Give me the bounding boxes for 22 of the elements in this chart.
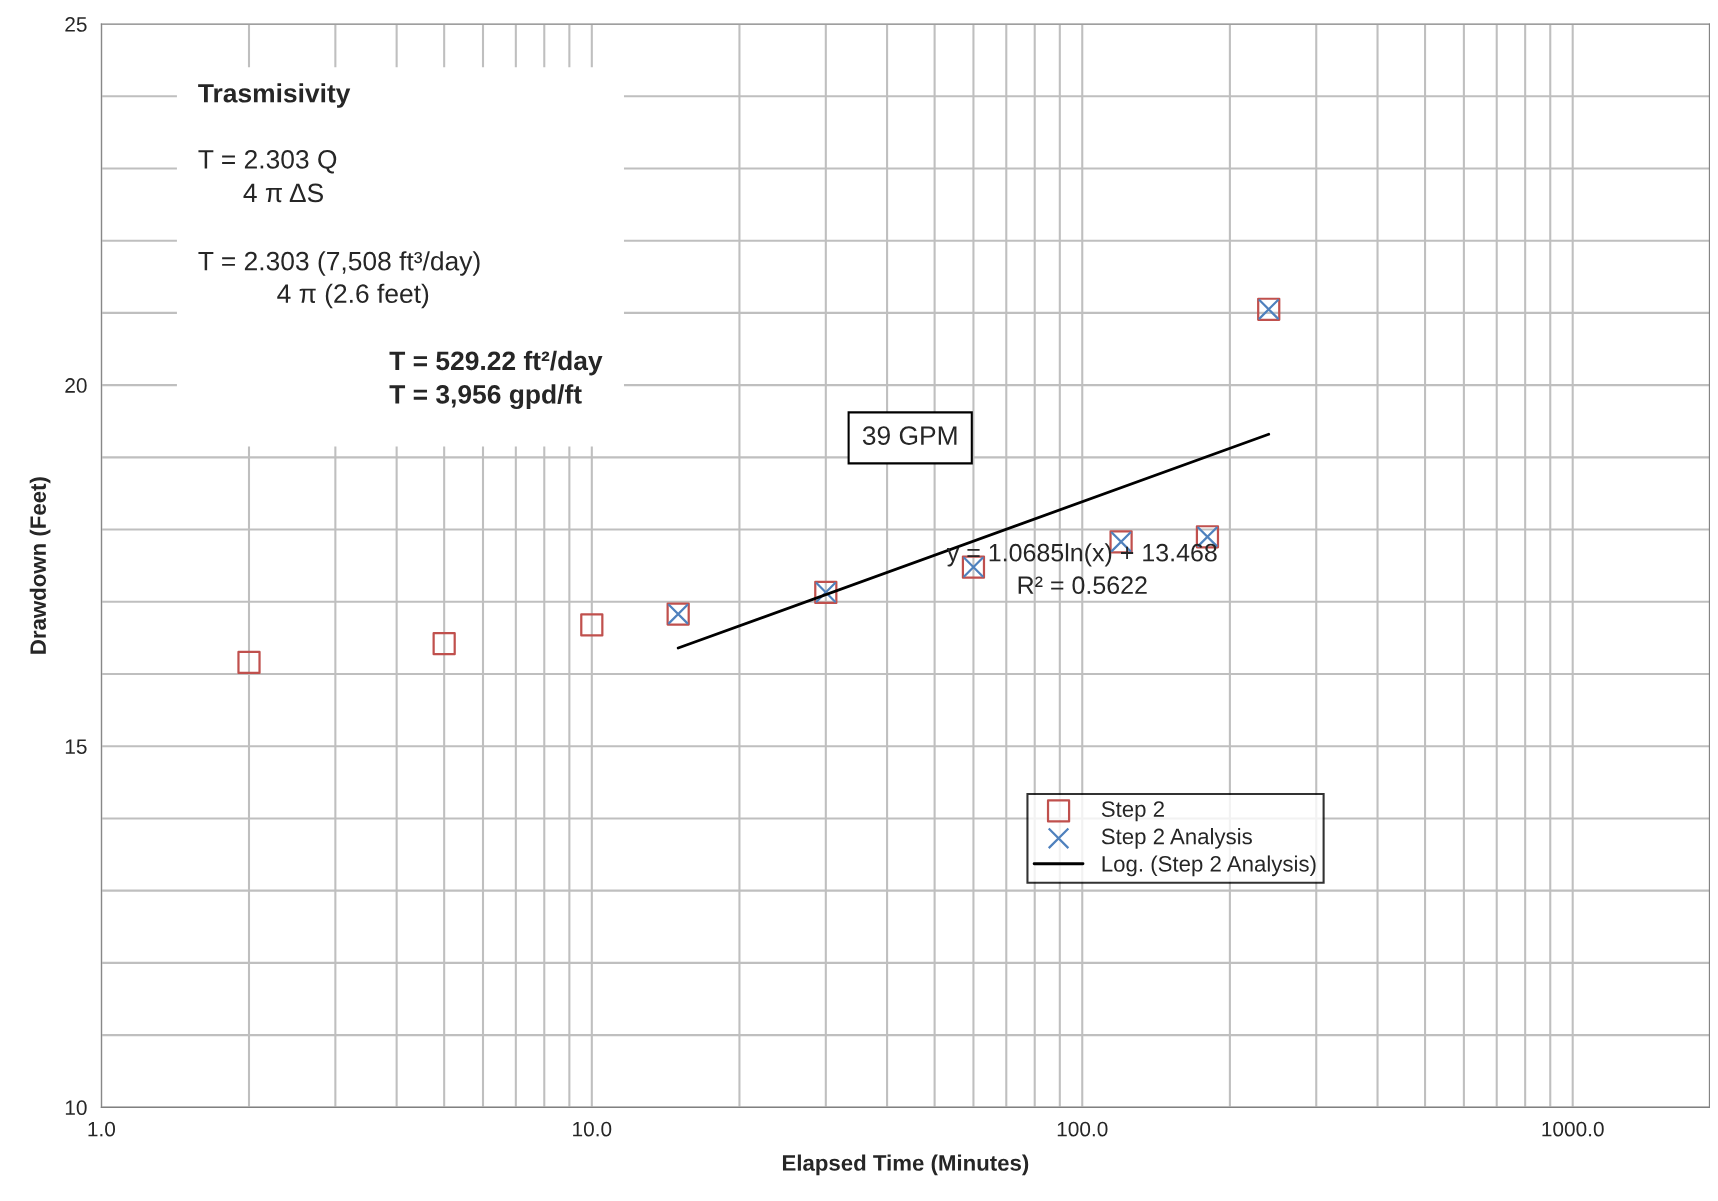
y-axis-title: Drawdown (Feet) [29,477,51,654]
annotation: R² = 0.5622 [1018,576,1147,595]
x-axis-title: Elapsed Time (Minutes) [782,1154,1029,1176]
annotation: 4 π (2.6 feet) [277,283,429,309]
legend-label: Log. (Step 2 Analysis) [1102,855,1316,877]
legend-label: Step 2 Analysis [1101,828,1252,849]
x-tick-label: 1000.0 [1542,1121,1604,1137]
y-tick-label: 10 [65,1100,87,1116]
annotation: T = 529.22 ft²/day [389,350,603,376]
annotation: 39 GPM [862,426,957,445]
y-tick-label: 25 [65,17,87,32]
x-tick-label: 10.0 [573,1121,612,1137]
y-tick-label: 15 [65,739,87,754]
y-tick-label: 20 [65,378,87,393]
annotation: T = 2.303 (7,508 ft³/day) [198,251,480,276]
annotation: T = 3,956 gpd/ft [389,384,582,410]
x-tick-label: 100.0 [1057,1121,1108,1137]
legend-label: Step 2 [1101,801,1164,822]
annotation: Trasmisivity [198,83,351,108]
annotation: 4 π ΔS [243,183,323,203]
annotation: T = 2.303 Q [198,150,337,174]
x-tick-label: 1.0 [88,1121,116,1137]
